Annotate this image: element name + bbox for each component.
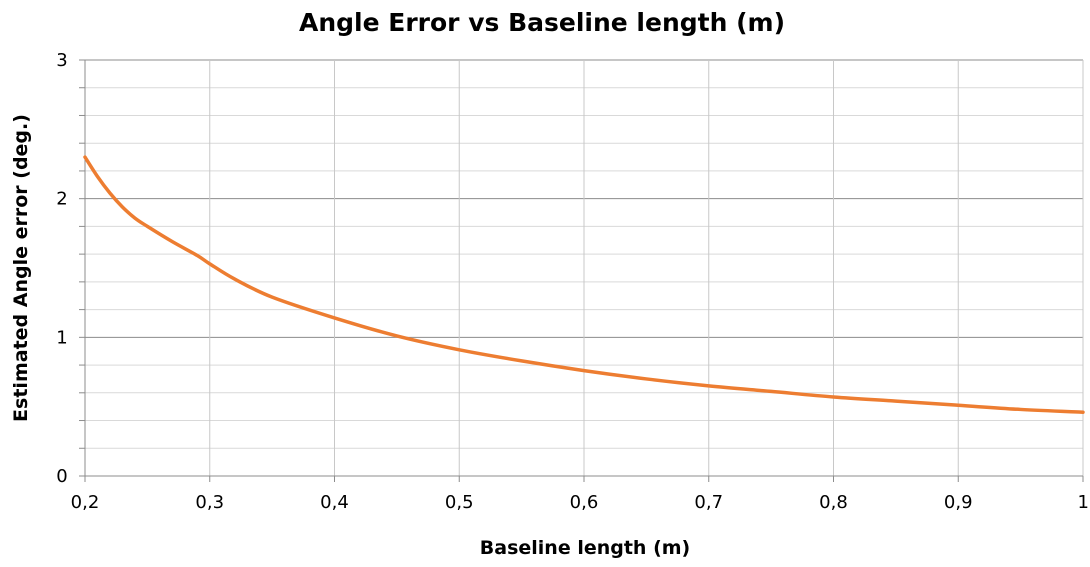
y-axis-title: Estimated Angle error (deg.)	[10, 114, 32, 422]
y-tick-label: 2	[56, 189, 67, 210]
x-tick-label: 0,3	[195, 492, 224, 513]
y-tick-label: 0	[56, 466, 67, 487]
x-tick-label: 0,5	[445, 492, 474, 513]
major-gridlines	[85, 59, 1084, 476]
series-layer	[83, 155, 1085, 414]
x-tick-label: 0,6	[570, 492, 599, 513]
x-tick-label: 1	[1078, 492, 1089, 513]
axes	[79, 59, 1084, 482]
x-tick-label: 0,7	[694, 492, 723, 513]
y-tick-label: 3	[56, 50, 67, 71]
x-tick-label: 0,4	[320, 492, 349, 513]
series-line	[83, 155, 1085, 414]
y-tick-labels: 0 1 2 3	[56, 50, 67, 487]
x-tick-label: 0,9	[944, 492, 973, 513]
chart-title: Angle Error vs Baseline length (m)	[299, 8, 785, 37]
x-tick-label: 0,2	[71, 492, 100, 513]
x-axis-title: Baseline length (m)	[480, 537, 690, 559]
y-tick-label: 1	[56, 327, 67, 348]
x-tick-labels: 0,2 0,3 0,4 0,5 0,6 0,7 0,8 0,9 1	[71, 492, 1089, 513]
x-tick-label: 0,8	[819, 492, 848, 513]
